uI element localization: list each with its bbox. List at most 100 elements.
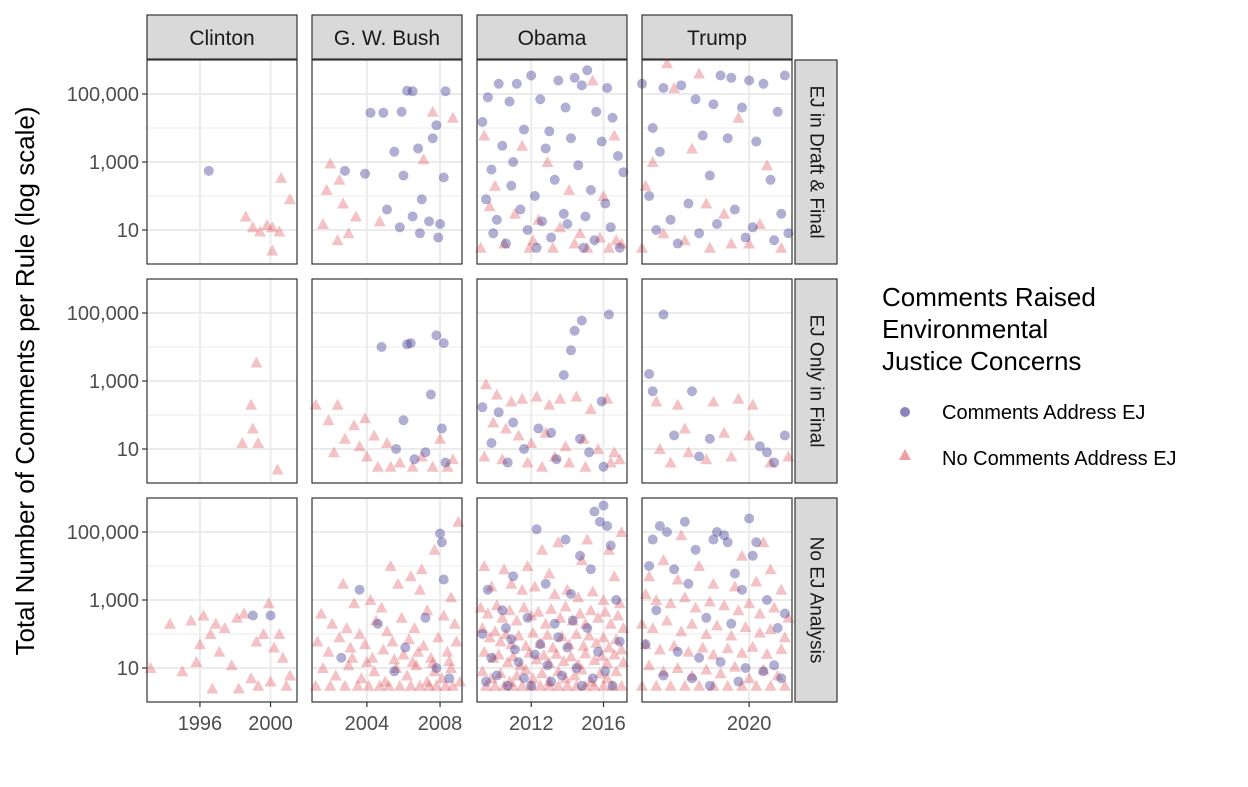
data-point-triangle: [610, 665, 623, 677]
data-point-triangle: [581, 533, 594, 545]
data-point-triangle: [338, 679, 351, 691]
legend-label-comments-address-ej: Comments Address EJ: [942, 402, 1145, 424]
data-point-triangle: [559, 440, 572, 452]
column-strip-label: Trump: [687, 27, 747, 50]
data-point-circle: [413, 143, 424, 154]
data-point-circle: [436, 423, 447, 434]
data-point-circle: [776, 673, 787, 684]
data-point-triangle: [668, 639, 681, 651]
data-point-circle: [602, 83, 613, 94]
data-point-circle: [690, 544, 701, 555]
data-point-circle: [405, 338, 416, 349]
panel-g-w-bush-no-ej-analysis: [312, 497, 462, 703]
data-point-circle: [618, 167, 629, 178]
data-point-triangle: [437, 609, 450, 621]
data-point-triangle: [778, 679, 791, 691]
data-point-triangle: [446, 111, 459, 123]
data-point-circle: [420, 447, 431, 458]
data-point-triangle: [568, 669, 581, 681]
panel-clinton-ej-only-in-final: [147, 278, 297, 484]
data-point-triangle: [163, 617, 176, 629]
data-point-circle: [493, 407, 504, 418]
data-point-triangle: [353, 628, 366, 639]
data-point-triangle: [521, 456, 534, 468]
data-point-circle: [769, 457, 780, 468]
data-point-triangle: [563, 638, 576, 650]
data-point-triangle: [362, 679, 375, 691]
data-point-triangle: [732, 392, 745, 404]
data-point-circle: [558, 208, 569, 219]
data-point-triangle: [516, 583, 529, 595]
data-point-triangle: [583, 629, 596, 641]
data-point-triangle: [381, 437, 393, 449]
data-point-triangle: [415, 450, 428, 462]
data-point-circle: [488, 228, 499, 239]
data-point-triangle: [364, 594, 377, 605]
data-point-triangle: [428, 665, 441, 677]
data-point-triangle: [262, 597, 275, 609]
data-point-circle: [751, 136, 762, 147]
data-point-triangle: [490, 388, 503, 400]
data-point-triangle: [474, 241, 487, 253]
data-point-triangle: [415, 563, 428, 575]
data-point-circle: [535, 639, 546, 650]
data-point-circle: [585, 564, 596, 575]
data-point-triangle: [176, 665, 189, 677]
data-point-circle: [560, 102, 571, 113]
data-point-triangle: [327, 446, 340, 458]
data-point-circle: [526, 680, 537, 691]
data-point-circle: [589, 235, 600, 246]
data-point-triangle: [599, 605, 612, 617]
data-point-triangle: [519, 663, 532, 675]
data-point-circle: [779, 430, 790, 441]
data-point-circle: [779, 70, 790, 81]
data-point-triangle: [707, 395, 720, 407]
y-axis-tick-label: 1,000: [89, 590, 139, 612]
points-clinton-ej-only-in-final: [236, 356, 284, 475]
data-point-triangle: [423, 679, 436, 691]
data-point-circle: [772, 106, 783, 117]
data-point-triangle: [761, 159, 773, 171]
data-point-circle: [726, 72, 737, 83]
data-point-triangle: [337, 197, 350, 209]
data-point-triangle: [507, 650, 520, 662]
data-point-triangle: [481, 607, 494, 619]
data-point-triangle: [478, 129, 491, 141]
column-strip-trump: [641, 14, 793, 60]
data-point-triangle: [732, 604, 745, 616]
data-point-circle: [546, 676, 557, 687]
data-point-triangle: [435, 672, 448, 684]
data-point-triangle: [424, 651, 437, 663]
data-point-triangle: [657, 665, 670, 677]
data-point-triangle: [366, 651, 379, 663]
data-point-circle: [535, 94, 546, 105]
data-point-triangle: [517, 601, 530, 613]
data-point-triangle: [329, 669, 342, 681]
data-point-circle: [497, 605, 508, 616]
data-point-circle: [587, 673, 598, 684]
data-point-triangle: [384, 460, 397, 472]
data-point-circle: [694, 228, 705, 239]
data-point-triangle: [521, 560, 534, 571]
data-point-triangle: [266, 244, 279, 256]
data-point-triangle: [490, 599, 503, 611]
data-point-triangle: [476, 622, 489, 634]
data-point-triangle: [711, 619, 723, 631]
data-point-triangle: [496, 611, 509, 623]
data-point-triangle: [682, 446, 695, 458]
data-point-triangle: [499, 422, 512, 434]
panel-obama-no-ej-analysis: [477, 497, 627, 703]
data-point-triangle: [338, 432, 351, 444]
data-point-triangle: [388, 653, 401, 665]
data-point-triangle: [348, 597, 361, 609]
row-strip-label: No EJ Analysis: [806, 537, 827, 664]
data-point-triangle: [732, 111, 745, 123]
data-point-circle: [435, 528, 446, 539]
data-point-circle: [669, 430, 680, 441]
panel-border: [476, 59, 628, 265]
data-point-triangle: [584, 403, 597, 415]
panel-trump-ej-in-draft-final: [642, 59, 792, 265]
data-point-circle: [431, 330, 442, 341]
data-point-circle: [556, 670, 567, 681]
x-axis-tick-label: 2004: [345, 713, 390, 735]
